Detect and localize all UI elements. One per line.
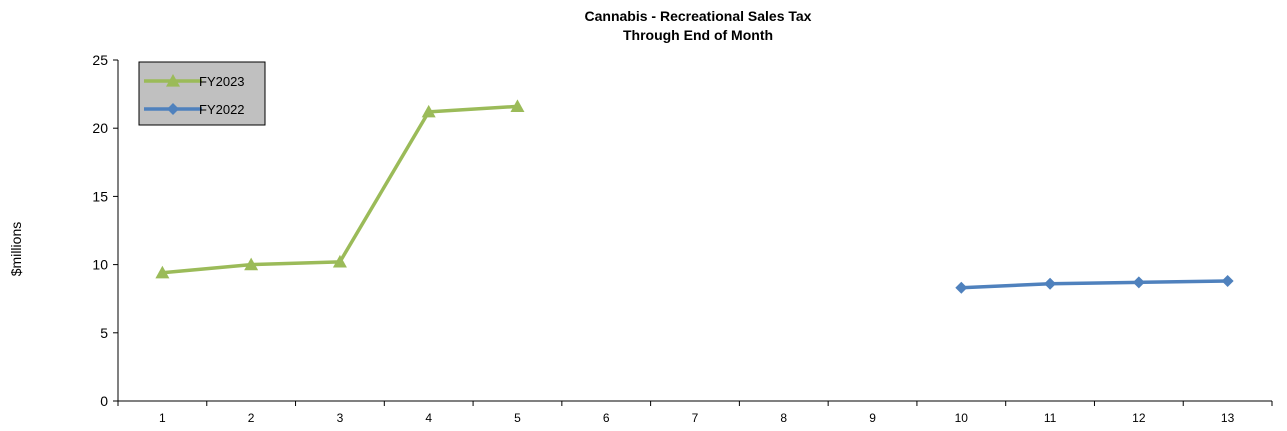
data-point-fy2023	[332, 254, 347, 268]
x-tick-label: 1	[159, 411, 166, 425]
x-tick-label: 10	[955, 411, 969, 425]
y-tick-label: 25	[92, 52, 108, 68]
x-tick-label: 12	[1132, 411, 1146, 425]
series-line-fy2022	[961, 279, 1228, 290]
legend-label-fy2022: FY2022	[199, 102, 245, 117]
y-axis-label: $millions	[8, 222, 24, 276]
x-tick-label: 4	[425, 411, 432, 425]
legend-marker-fy2023	[166, 74, 180, 87]
x-tick-label: 9	[869, 411, 876, 425]
data-point-fy2022	[1221, 274, 1234, 287]
x-tick-label: 8	[780, 411, 787, 425]
data-point-fy2022	[1132, 276, 1145, 289]
y-tick-label: 10	[92, 257, 108, 273]
legend-marker-fy2022	[167, 103, 179, 115]
x-tick-label: 2	[248, 411, 255, 425]
chart-title: Cannabis - Recreational Sales Tax	[585, 8, 812, 24]
x-tick-label: 11	[1044, 411, 1057, 425]
series-line-fy2023	[162, 104, 518, 275]
series-layer	[155, 99, 1234, 294]
legend: FY2023 FY2022	[138, 61, 266, 126]
legend-box	[138, 61, 266, 126]
x-tick-label: 5	[514, 411, 521, 425]
x-tick-label: 6	[603, 411, 610, 425]
data-point-fy2023	[421, 104, 436, 118]
x-tick-label: 3	[337, 411, 344, 425]
legend-label-fy2023: FY2023	[199, 74, 245, 89]
y-tick-label: 5	[100, 325, 108, 341]
y-tick-label: 0	[100, 393, 108, 409]
data-point-fy2023	[155, 265, 170, 279]
data-point-fy2023	[244, 257, 259, 271]
y-tick-label: 15	[92, 188, 108, 204]
x-tick-label: 7	[692, 411, 699, 425]
data-point-fy2023	[510, 99, 525, 112]
chart-subtitle: Through End of Month	[623, 27, 773, 43]
x-tick-label: 13	[1221, 411, 1235, 425]
y-tick-label: 20	[92, 120, 108, 136]
data-point-fy2022	[955, 281, 968, 294]
data-point-fy2022	[1044, 277, 1057, 290]
